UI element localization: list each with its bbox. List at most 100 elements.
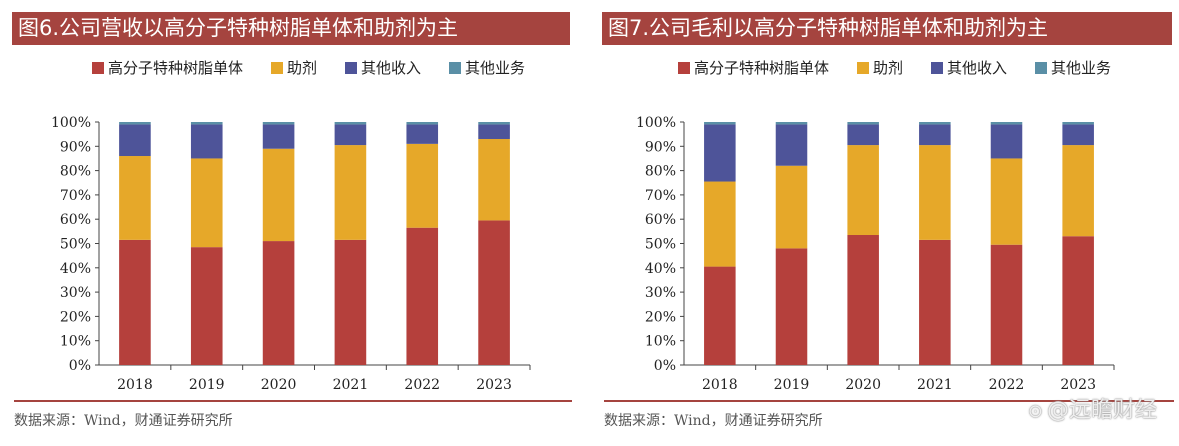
legend-swatch	[92, 62, 104, 74]
bar-segment	[919, 145, 951, 240]
source-note: 数据来源：Wind，财通证券研究所	[14, 413, 233, 429]
legend-swatch	[857, 62, 869, 74]
chart-panel-gross-profit: 图7.公司毛利以高分子特种树脂单体和助剂为主 高分子特种树脂单体 助剂 其他收入 其他…	[590, 0, 1179, 446]
bar-segment	[119, 156, 151, 240]
watermark-text: @远瞻财经	[1046, 398, 1157, 423]
bar-segment	[847, 124, 879, 146]
x-tick-label: 2018	[117, 377, 153, 393]
y-tick-label: 30%	[60, 285, 91, 301]
bar-segment	[704, 122, 736, 125]
y-tick-label: 80%	[60, 164, 91, 180]
chart-gross-profit: 高分子特种树脂单体 助剂 其他收入 其他业务 0% 10% 20% 30% 40% 50% 60% 7…	[636, 59, 1115, 393]
bar-segment	[775, 124, 808, 166]
y-tick-label: 10%	[60, 334, 91, 350]
watermark-icon: ⊙	[1027, 401, 1043, 422]
legend-swatch	[345, 62, 357, 74]
bar-segment	[990, 124, 1023, 159]
x-tick-label: 2022	[989, 377, 1025, 393]
y-tick-label: 10%	[645, 334, 676, 350]
chart-title: 图7.公司毛利以高分子特种树脂单体和助剂为主	[602, 12, 1172, 45]
bar-segment	[190, 158, 223, 248]
bar-segment	[704, 266, 736, 365]
x-tick-label: 2019	[189, 377, 225, 393]
x-tick-label: 2021	[333, 377, 369, 393]
bar-segment	[1062, 122, 1094, 125]
source-note: 数据来源：Wind，财通证券研究所	[604, 413, 823, 429]
y-tick-label: 70%	[645, 188, 676, 204]
bar-segment	[775, 122, 808, 125]
legend-label: 助剂	[873, 59, 903, 77]
legend-swatch	[1035, 62, 1047, 74]
watermark: ⊙ @远瞻财经	[1028, 392, 1157, 424]
bar-segment	[334, 124, 367, 146]
x-tick-label: 2023	[476, 377, 512, 393]
x-tick-label: 2023	[1060, 377, 1096, 393]
bar-segment	[1062, 236, 1094, 365]
bar-segment	[1062, 124, 1094, 146]
bar-segment	[119, 122, 151, 125]
legend-swatch	[449, 62, 461, 74]
bar-segment	[847, 145, 879, 235]
y-tick-label: 40%	[645, 261, 676, 277]
bar-segment	[334, 145, 367, 240]
y-tick-label: 50%	[645, 237, 676, 253]
x-tick-label: 2018	[702, 377, 738, 393]
bar-segment	[406, 227, 439, 365]
bar-segment	[334, 122, 367, 125]
legend-swatch	[678, 62, 690, 74]
legend-label: 助剂	[287, 59, 317, 77]
x-tick-label: 2020	[845, 377, 881, 393]
y-tick-label: 0%	[69, 358, 91, 374]
x-tick-label: 2022	[404, 377, 440, 393]
bar-segment	[406, 143, 439, 228]
bar-segment	[478, 122, 510, 125]
x-tick-label: 2021	[917, 377, 953, 393]
x-tick-label: 2019	[774, 377, 810, 393]
bar-segment	[406, 122, 439, 125]
bar-segment	[478, 220, 510, 365]
legend-label: 其他收入	[361, 59, 421, 77]
bar-segment	[262, 124, 295, 149]
y-tick-label: 90%	[645, 139, 676, 155]
bar-segment	[406, 124, 439, 144]
legend-swatch	[931, 62, 943, 74]
source-divider	[604, 400, 1174, 402]
bar-segment	[478, 139, 510, 221]
bar-segment	[847, 122, 879, 125]
x-tick-label: 2020	[261, 377, 297, 393]
bar-segment	[478, 124, 510, 140]
bar-segment	[919, 122, 951, 125]
bar-segment	[190, 122, 223, 125]
bar-segment	[704, 124, 736, 182]
legend-label: 高分子特种树脂单体	[694, 59, 829, 77]
legend-label: 其他业务	[1051, 59, 1111, 77]
y-tick-label: 60%	[645, 212, 676, 228]
y-tick-label: 0%	[654, 358, 676, 374]
bar-segment	[990, 244, 1023, 365]
legend-swatch	[271, 62, 283, 74]
bar-segment	[334, 239, 367, 365]
legend-label: 高分子特种树脂单体	[108, 59, 243, 77]
bar-segment	[190, 124, 223, 159]
y-tick-label: 30%	[645, 285, 676, 301]
bar-segment	[190, 247, 223, 365]
y-tick-label: 50%	[60, 237, 91, 253]
y-tick-label: 80%	[645, 164, 676, 180]
chart-panel-revenue: 图6.公司营收以高分子特种树脂单体和助剂为主 高分子特种树脂单体 助剂 其他收入 其他…	[0, 0, 580, 446]
y-tick-label: 40%	[60, 261, 91, 277]
bar-segment	[919, 124, 951, 146]
bar-segment	[119, 124, 151, 157]
bar-segment	[775, 248, 808, 365]
y-tick-label: 100%	[636, 115, 676, 131]
source-divider	[14, 400, 572, 402]
bar-segment	[847, 234, 879, 365]
y-tick-label: 70%	[60, 188, 91, 204]
y-tick-label: 100%	[51, 115, 91, 131]
bar-segment	[919, 239, 951, 365]
legend-label: 其他收入	[947, 59, 1007, 77]
y-tick-label: 60%	[60, 212, 91, 228]
bar-segment	[990, 122, 1023, 125]
bar-segment	[1062, 145, 1094, 237]
y-tick-label: 90%	[60, 139, 91, 155]
bar-segment	[262, 148, 295, 242]
